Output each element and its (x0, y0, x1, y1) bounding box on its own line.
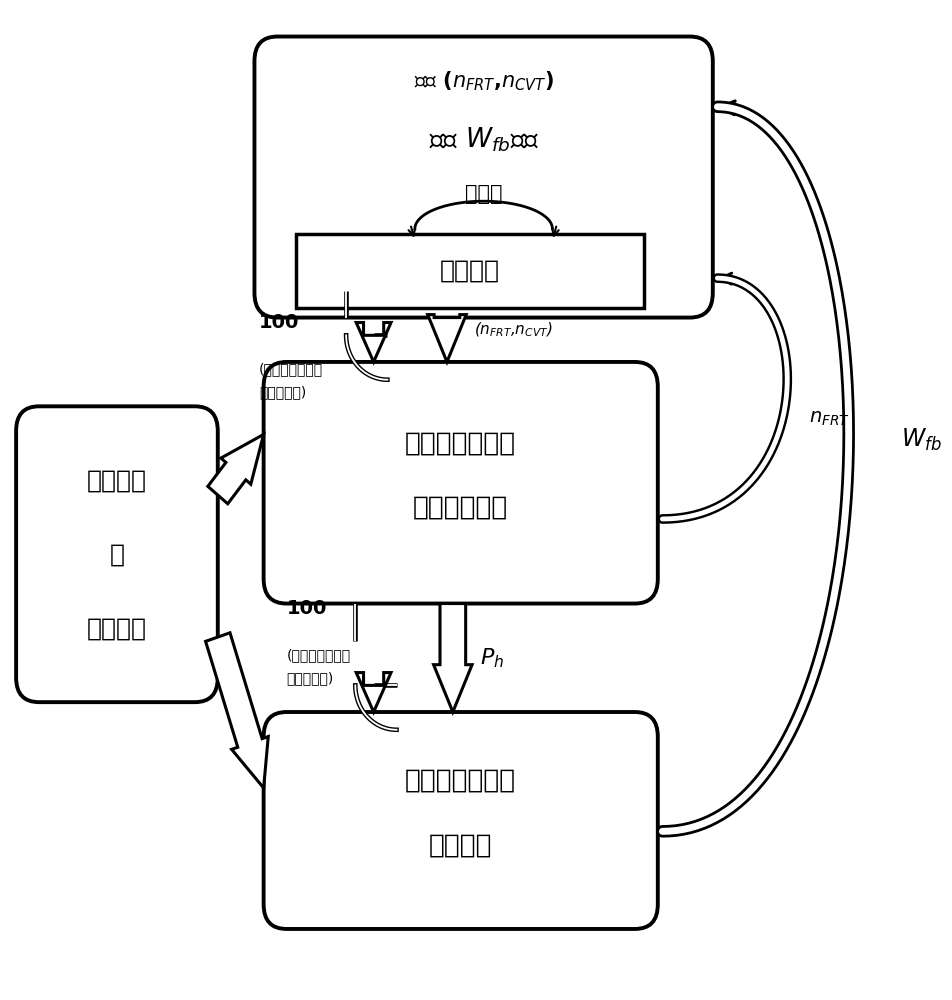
FancyArrow shape (427, 315, 466, 362)
FancyArrow shape (433, 604, 471, 712)
FancyBboxPatch shape (16, 406, 218, 702)
Text: 优化算法: 优化算法 (440, 259, 500, 283)
FancyArrow shape (356, 673, 390, 712)
Text: $n_{FRT}$: $n_{FRT}$ (808, 409, 849, 428)
FancyArrow shape (206, 633, 268, 788)
FancyBboxPatch shape (254, 37, 712, 318)
Bar (295, 234, 644, 308)
FancyArrow shape (356, 322, 390, 362)
Text: 最小 $W_{fb}$优化: 最小 $W_{fb}$优化 (428, 126, 538, 154)
Text: 100: 100 (287, 599, 327, 618)
Text: 计算模型: 计算模型 (428, 832, 492, 858)
Text: (设计点处动力涡
轮相对转速): (设计点处动力涡 轮相对转速) (259, 362, 323, 399)
Text: 100: 100 (259, 313, 299, 332)
FancyBboxPatch shape (264, 362, 657, 604)
Text: 与: 与 (109, 542, 125, 566)
Text: (设计点处动力涡
轮相对转速): (设计点处动力涡 轮相对转速) (287, 648, 350, 685)
Text: 最优 ($n_{FRT}$,$n_{CVT}$): 最优 ($n_{FRT}$,$n_{CVT}$) (413, 69, 553, 93)
Text: ($n_{FRT}$,$n_{CVT}$): ($n_{FRT}$,$n_{CVT}$) (474, 321, 553, 339)
Text: 直升机需求功率: 直升机需求功率 (405, 430, 516, 456)
Text: 大气环境: 大气环境 (87, 468, 147, 492)
Text: 涡轴发动机性能: 涡轴发动机性能 (405, 768, 516, 794)
Text: 性能计算模型: 性能计算模型 (412, 494, 507, 520)
Text: $W_{fb}$: $W_{fb}$ (900, 426, 941, 453)
FancyBboxPatch shape (264, 712, 657, 929)
Text: 前飞速度: 前飞速度 (87, 616, 147, 640)
Text: 带约束: 带约束 (465, 184, 502, 204)
Text: $P_h$: $P_h$ (480, 646, 504, 670)
FancyArrow shape (208, 434, 264, 504)
